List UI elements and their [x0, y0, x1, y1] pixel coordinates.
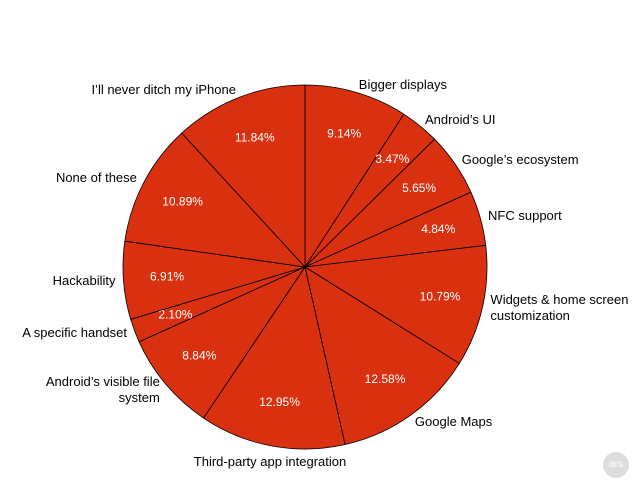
pie-slice	[124, 132, 307, 268]
category-label: Hackability	[52, 273, 116, 289]
category-label: Google Maps	[414, 413, 493, 429]
pie-slice	[304, 84, 405, 269]
logo: ars	[603, 452, 629, 478]
pie-slice	[304, 266, 460, 446]
pie-slice	[303, 244, 488, 365]
pie-slice	[138, 266, 307, 419]
value-label: 12.58%	[365, 372, 406, 386]
category-label: A specific handset	[22, 325, 128, 341]
category-label: I’ll never ditch my iPhone	[91, 81, 236, 97]
value-label: 2.10%	[158, 308, 192, 322]
category-label: Android’s UI	[424, 111, 496, 127]
category-label: Bigger displays	[358, 76, 447, 92]
category-label: None of these	[55, 170, 137, 186]
value-label: 4.84%	[421, 222, 455, 236]
pie-slice	[181, 84, 306, 269]
value-label: 6.91%	[150, 269, 184, 283]
value-label: 9.14%	[327, 127, 361, 141]
value-label: 11.84%	[235, 130, 275, 144]
category-label: Widgets & home screen customization	[490, 292, 629, 324]
value-label: 10.89%	[162, 195, 203, 209]
value-label: 12.95%	[259, 395, 300, 409]
value-label: 10.79%	[420, 289, 461, 303]
pie-slice	[202, 266, 346, 450]
value-label: 5.65%	[402, 181, 436, 195]
category-label: Google’s ecosystem	[461, 151, 579, 167]
value-label: 8.84%	[182, 348, 216, 362]
value-label: 3.47%	[375, 152, 409, 166]
category-label: Android’s visible file system	[45, 373, 160, 405]
category-label: Third-party app integration	[193, 453, 347, 469]
category-label: NFC support	[488, 208, 562, 224]
